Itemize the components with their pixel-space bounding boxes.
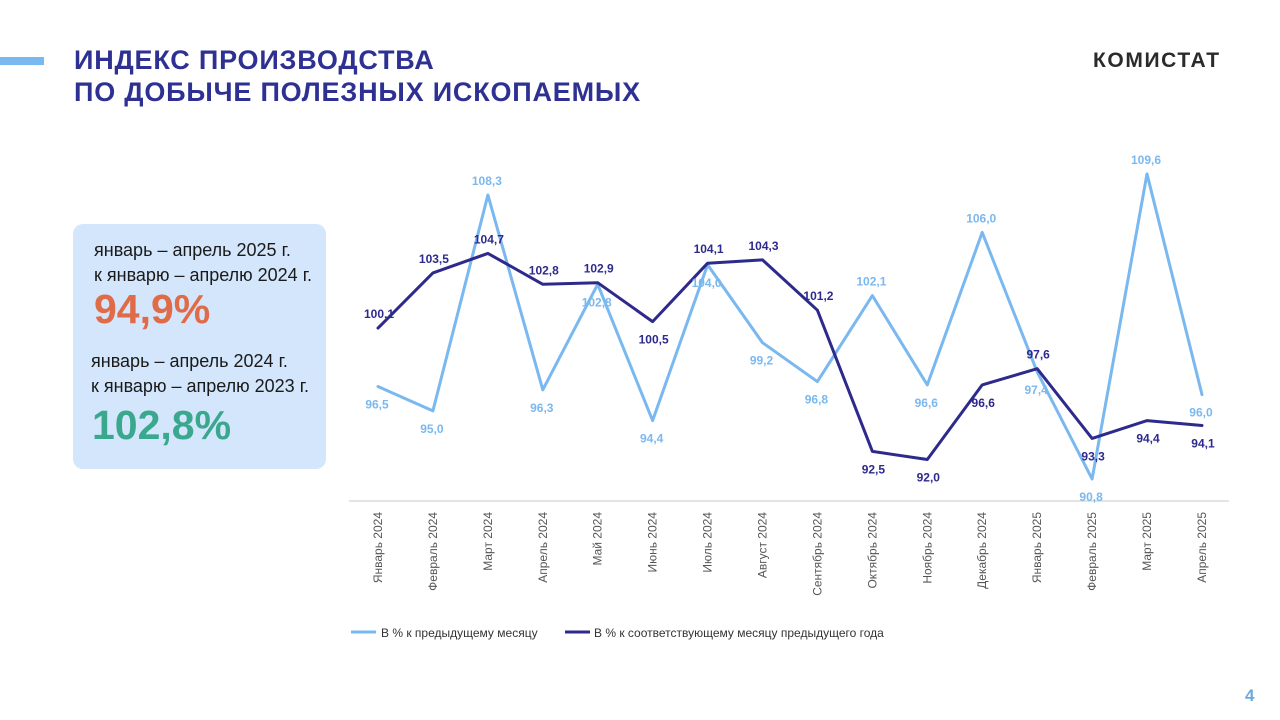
x-tick-label: Март 2025: [1140, 512, 1154, 571]
period-2024-label: январь – апрель 2024 г. к январю – апрел…: [91, 349, 309, 399]
x-tick-label: Ноябрь 2024: [920, 512, 934, 584]
period-2024-line1: январь – апрель 2024 г.: [91, 351, 288, 371]
x-tick-label: Март 2024: [481, 512, 495, 571]
data-point-prev-year: [1091, 437, 1094, 440]
data-point-prev-year: [431, 271, 434, 274]
legend-label-prev-year: В % к соответствующему месяцу предыдущег…: [594, 626, 884, 640]
data-label-prev-month: 104,0: [692, 276, 722, 290]
x-tick-label: Апрель 2025: [1195, 512, 1209, 583]
page-number: 4: [1245, 686, 1255, 705]
data-point-prev-month: [486, 194, 489, 197]
data-label-prev-year: 97,6: [1026, 348, 1050, 362]
page-title: ИНДЕКС ПРОИЗВОДСТВА ПО ДОБЫЧЕ ПОЛЕЗНЫХ И…: [74, 44, 641, 108]
data-point-prev-month: [431, 409, 434, 412]
data-label-prev-month: 90,8: [1079, 490, 1103, 504]
x-tick-label: Июль 2024: [701, 512, 715, 573]
data-point-prev-month: [1036, 370, 1039, 373]
x-tick-label: Декабрь 2024: [975, 512, 989, 589]
data-point-prev-year: [651, 320, 654, 323]
data-label-prev-month: 95,0: [420, 422, 444, 436]
period-2024-line2: к январю – апрелю 2023 г.: [91, 376, 310, 396]
data-label-prev-year: 101,2: [803, 289, 833, 303]
summary-box: [73, 224, 326, 469]
data-point-prev-month: [816, 380, 819, 383]
data-point-prev-year: [706, 262, 709, 265]
data-point-prev-month: [541, 388, 544, 391]
data-point-prev-month: [926, 383, 929, 386]
data-point-prev-year: [761, 258, 764, 261]
data-point-prev-year: [1200, 424, 1203, 427]
data-label-prev-year: 104,1: [694, 242, 724, 256]
data-label-prev-year: 92,5: [862, 462, 886, 476]
data-label-prev-month: 96,3: [530, 401, 554, 415]
x-tick-label: Февраль 2025: [1085, 512, 1099, 591]
data-label-prev-month: 109,6: [1131, 153, 1161, 167]
data-point-prev-month: [377, 385, 380, 388]
data-point-prev-year: [541, 283, 544, 286]
data-label-prev-month: 97,4: [1024, 383, 1048, 397]
data-label-prev-month: 96,0: [1189, 406, 1213, 420]
data-point-prev-month: [981, 231, 984, 234]
data-label-prev-year: 93,3: [1081, 449, 1105, 463]
data-label-prev-month: 102,8: [582, 295, 612, 309]
period-2025-label: январь – апрель 2025 г. к январю – апрел…: [94, 238, 312, 288]
data-label-prev-month: 94,4: [640, 432, 664, 446]
data-label-prev-year: 104,7: [474, 232, 504, 246]
data-label-prev-year: 102,9: [584, 262, 614, 276]
data-point-prev-year: [377, 327, 380, 330]
data-label-prev-year: 92,0: [917, 471, 941, 485]
data-point-prev-year: [596, 281, 599, 284]
x-tick-label: Январь 2024: [371, 512, 385, 583]
data-point-prev-month: [1091, 478, 1094, 481]
data-point-prev-month: [761, 341, 764, 344]
x-tick-label: Февраль 2024: [426, 512, 440, 591]
data-label-prev-year: 94,4: [1136, 432, 1160, 446]
data-point-prev-year: [871, 450, 874, 453]
series-line-prev-year: [376, 251, 1204, 461]
data-label-prev-month: 99,2: [750, 354, 774, 368]
x-tick-label: Апрель 2024: [536, 512, 550, 583]
data-point-prev-month: [871, 294, 874, 297]
data-label-prev-year: 104,3: [748, 239, 778, 253]
data-point-prev-year: [486, 252, 489, 255]
x-tick-label: Июнь 2024: [646, 512, 660, 573]
x-tick-label: Октябрь 2024: [865, 512, 879, 589]
x-tick-label: Сентябрь 2024: [810, 512, 824, 596]
x-tick-label: Январь 2025: [1030, 512, 1044, 583]
data-label-prev-year: 100,5: [639, 333, 669, 347]
legend-label-prev-month: В % к предыдущему месяцу: [381, 626, 538, 640]
period-2025-line2: к январю – апрелю 2024 г.: [94, 265, 313, 285]
data-point-prev-year: [1036, 367, 1039, 370]
data-point-prev-month: [1200, 393, 1203, 396]
accent-bar: [0, 57, 44, 65]
data-point-prev-year: [926, 458, 929, 461]
period-2025-line1: январь – апрель 2025 г.: [94, 240, 291, 260]
data-label-prev-month: 106,0: [966, 211, 996, 225]
data-label-prev-year: 103,5: [419, 252, 449, 266]
data-label-prev-month: 96,6: [915, 396, 939, 410]
data-label-prev-year: 96,6: [972, 396, 996, 410]
x-tick-label: Август 2024: [756, 512, 770, 578]
data-label-prev-year: 94,1: [1191, 436, 1215, 450]
x-tick-label: Май 2024: [591, 512, 605, 566]
brand-logo: КОМИСТАТ: [1093, 49, 1221, 72]
data-point-prev-year: [816, 309, 819, 312]
data-label-prev-month: 102,1: [856, 275, 886, 289]
data-label-prev-month: 108,3: [472, 174, 502, 188]
period-2025-value: 94,9%: [94, 286, 211, 332]
data-point-prev-month: [651, 419, 654, 422]
series-line-prev-month: [376, 172, 1204, 481]
data-point-prev-year: [981, 383, 984, 386]
data-label-prev-year: 100,1: [364, 307, 394, 321]
data-label-prev-year: 102,8: [529, 263, 559, 277]
data-label-prev-month: 96,5: [365, 398, 389, 412]
period-2024-value: 102,8%: [92, 402, 232, 448]
title-line-2: ПО ДОБЫЧЕ ПОЛЕЗНЫХ ИСКОПАЕМЫХ: [74, 77, 641, 107]
data-point-prev-year: [1146, 419, 1149, 422]
data-label-prev-month: 96,8: [805, 393, 829, 407]
data-point-prev-month: [1146, 172, 1149, 175]
title-line-1: ИНДЕКС ПРОИЗВОДСТВА: [74, 45, 435, 75]
